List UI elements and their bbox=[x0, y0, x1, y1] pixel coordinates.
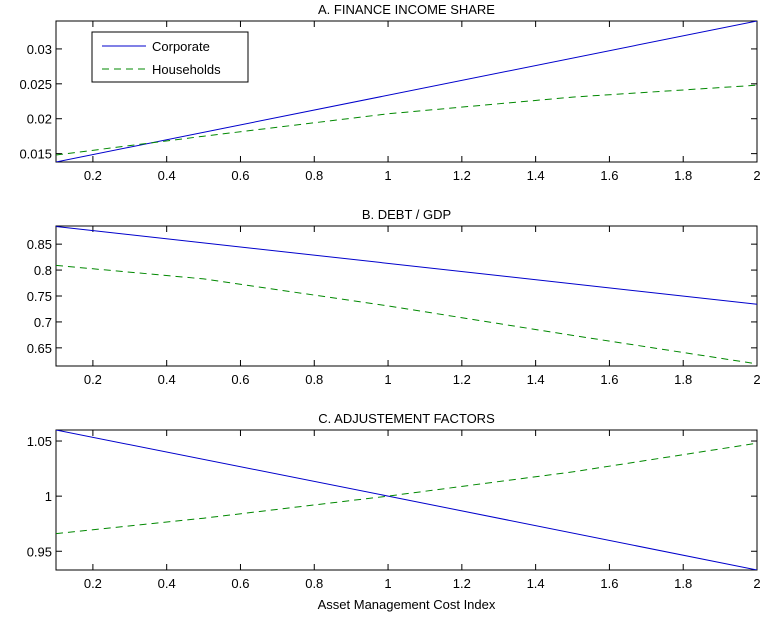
panel-finance-income-share: A. FINANCE INCOME SHARE 0.2 0.4 0.6 0.8 1 1.2 1… bbox=[19, 2, 760, 183]
x-tick-label: 1.2 bbox=[453, 372, 471, 387]
x-tick-label: 0.4 bbox=[158, 168, 176, 183]
x-tick-label: 1.4 bbox=[527, 576, 545, 591]
x-tick-label: 0.8 bbox=[305, 372, 323, 387]
x-tick-label: 0.6 bbox=[231, 372, 249, 387]
panel-title: B. DEBT / GDP bbox=[362, 207, 451, 222]
x-tick-label: 2 bbox=[753, 372, 760, 387]
legend-label-households: Households bbox=[152, 62, 221, 77]
y-tick-label: 0.95 bbox=[27, 544, 52, 559]
x-tick-label: 1 bbox=[384, 372, 391, 387]
x-tick-label: 0.4 bbox=[158, 576, 176, 591]
x-tick-label: 1.6 bbox=[600, 168, 618, 183]
axes-frame bbox=[55, 20, 758, 163]
series-line-corporate bbox=[56, 430, 757, 570]
series-line-households bbox=[56, 442, 757, 535]
x-axis-label: Asset Management Cost Index bbox=[318, 597, 496, 612]
x-tick-label: 1 bbox=[384, 168, 391, 183]
x-tick-label: 1.4 bbox=[527, 168, 545, 183]
axes-frame bbox=[55, 429, 758, 571]
y-tick-label: 1 bbox=[45, 489, 52, 504]
x-tick-label: 0.2 bbox=[84, 168, 102, 183]
x-tick-label: 1.2 bbox=[453, 576, 471, 591]
y-tick-label: 0.65 bbox=[27, 341, 52, 356]
series-line-corporate bbox=[56, 226, 757, 305]
axes-frame bbox=[55, 225, 758, 367]
panel-title: C. ADJUSTEMENT FACTORS bbox=[318, 411, 495, 426]
y-tick-label: 0.7 bbox=[34, 315, 52, 330]
panel-debt-gdp: B. DEBT / GDP 0.2 0.4 0.6 0.8 1 1.2 1.4 1.6 1.8 2 0… bbox=[27, 207, 761, 387]
x-tick-label: 0.8 bbox=[305, 576, 323, 591]
x-tick-label: 1 bbox=[384, 576, 391, 591]
x-tick-label: 1.8 bbox=[674, 576, 692, 591]
x-tick-label: 1.6 bbox=[600, 576, 618, 591]
x-tick-label: 1.6 bbox=[600, 372, 618, 387]
x-tick-label: 0.2 bbox=[84, 576, 102, 591]
y-tick-label: 0.75 bbox=[27, 289, 52, 304]
y-tick-label: 0.02 bbox=[27, 112, 52, 127]
x-tick-label: 2 bbox=[753, 168, 760, 183]
y-tick-label: 0.85 bbox=[27, 237, 52, 252]
legend: Corporate Households bbox=[91, 31, 249, 83]
y-tick-label: 0.025 bbox=[19, 77, 52, 92]
series-line-households bbox=[56, 264, 757, 365]
x-tick-label: 0.6 bbox=[231, 168, 249, 183]
x-tick-label: 1.8 bbox=[674, 372, 692, 387]
panel-adjustment-factors: C. ADJUSTEMENT FACTORS 0.2 0.4 0.6 0.8 1 1.2 1.… bbox=[27, 411, 761, 612]
y-tick-label: 1.05 bbox=[27, 434, 52, 449]
y-tick-label: 0.015 bbox=[19, 147, 52, 162]
series-line-households bbox=[56, 84, 757, 156]
x-tick-label: 0.2 bbox=[84, 372, 102, 387]
panel-title: A. FINANCE INCOME SHARE bbox=[318, 2, 495, 17]
legend-label-corporate: Corporate bbox=[152, 39, 210, 54]
x-tick-label: 1.4 bbox=[527, 372, 545, 387]
x-tick-label: 0.8 bbox=[305, 168, 323, 183]
y-tick-label: 0.8 bbox=[34, 263, 52, 278]
x-tick-label: 0.6 bbox=[231, 576, 249, 591]
x-tick-label: 1.8 bbox=[674, 168, 692, 183]
x-tick-label: 2 bbox=[753, 576, 760, 591]
y-tick-label: 0.03 bbox=[27, 42, 52, 57]
x-tick-label: 0.4 bbox=[158, 372, 176, 387]
legend-box bbox=[91, 31, 249, 83]
series-line-corporate bbox=[56, 21, 757, 162]
x-tick-label: 1.2 bbox=[453, 168, 471, 183]
